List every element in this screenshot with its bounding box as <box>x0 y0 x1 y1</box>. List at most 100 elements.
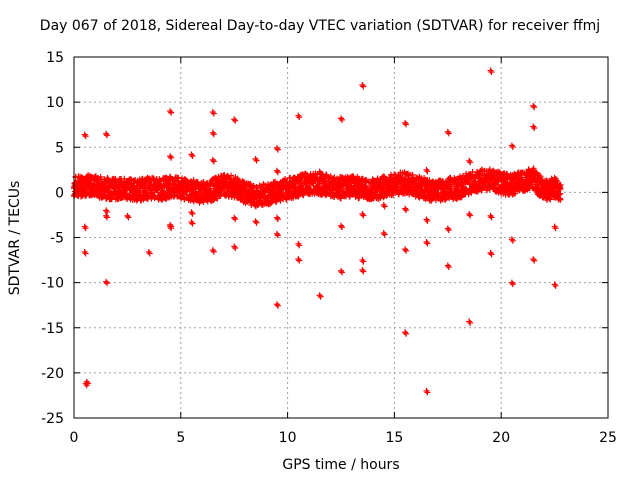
plot-frame <box>73 56 609 419</box>
data-point <box>467 212 474 219</box>
data-point <box>82 133 89 140</box>
y-tick-label: 15 <box>46 50 64 66</box>
band-point <box>556 184 563 191</box>
data-point <box>82 250 89 257</box>
data-point <box>84 380 91 387</box>
x-tick-label: 25 <box>599 430 617 446</box>
data-point <box>339 269 345 276</box>
data-point <box>360 268 367 275</box>
data-point <box>552 282 559 289</box>
data-point <box>168 109 175 116</box>
data-point <box>210 131 217 138</box>
band-point <box>335 184 342 191</box>
data-point <box>253 157 260 164</box>
data-point <box>232 216 239 223</box>
data-point <box>552 225 559 232</box>
data-point <box>125 214 132 221</box>
data-point <box>424 217 431 224</box>
data-point <box>424 389 431 396</box>
y-tick-label: -10 <box>41 276 64 292</box>
data-point <box>445 263 452 270</box>
data-point <box>189 210 196 217</box>
data-point <box>488 214 495 221</box>
data-point <box>296 257 303 264</box>
y-axis-label: SDTVAR / TECUs <box>7 180 23 296</box>
band-point <box>435 190 442 197</box>
data-point <box>210 158 217 165</box>
x-tick-label: 5 <box>176 430 185 446</box>
data-point <box>531 257 538 264</box>
band-point <box>556 191 563 198</box>
band-point <box>337 195 344 202</box>
data-point <box>360 83 367 90</box>
y-tick-label: -20 <box>41 366 64 382</box>
data-point <box>189 152 196 159</box>
data-point <box>509 281 516 288</box>
data-point <box>317 293 324 300</box>
band-point <box>557 186 564 193</box>
data-point <box>467 159 474 166</box>
data-point <box>104 280 111 287</box>
data-point <box>403 121 410 128</box>
y-tick-label: 0 <box>55 185 64 201</box>
data-point <box>104 208 111 215</box>
data-point <box>82 225 89 232</box>
data-point <box>189 220 196 227</box>
data-point <box>531 104 538 111</box>
data-point <box>274 146 281 153</box>
band-point <box>331 174 338 181</box>
data-point <box>274 216 281 223</box>
data-point <box>146 250 153 257</box>
data-point <box>424 240 431 247</box>
band-point <box>210 197 217 204</box>
data-point <box>274 302 281 309</box>
data-point <box>488 69 495 76</box>
data-point <box>445 130 452 137</box>
band-point <box>557 196 564 203</box>
data-point <box>168 225 175 232</box>
data-point <box>509 143 516 150</box>
band-point <box>513 174 520 181</box>
data-point <box>253 219 260 226</box>
data-point <box>339 116 345 123</box>
band-point <box>175 177 182 184</box>
data-point <box>467 319 474 326</box>
axis-ticks: 0 5 10 15 20 25 -25 -20 -15 -10 -5 0 5 10 15 <box>41 50 617 446</box>
y-tick-label: 5 <box>55 140 64 156</box>
x-tick-label: 15 <box>385 430 403 446</box>
y-tick-label: -15 <box>41 321 64 337</box>
data-point <box>104 132 111 139</box>
data-point <box>509 237 516 244</box>
data-point <box>424 168 431 175</box>
band-point <box>228 172 235 179</box>
data-point <box>296 114 303 121</box>
y-tick-label: 10 <box>46 95 64 111</box>
data-point <box>488 251 495 258</box>
data-point <box>381 203 388 210</box>
y-tick-label: -5 <box>50 231 64 247</box>
data-points <box>70 67 564 396</box>
band-point <box>253 183 260 190</box>
data-point <box>296 175 303 182</box>
data-point <box>274 169 281 176</box>
data-point <box>403 207 410 214</box>
data-point <box>531 124 538 131</box>
band-point <box>249 185 256 192</box>
data-point <box>104 214 111 221</box>
data-point <box>232 245 239 252</box>
data-point <box>210 110 217 117</box>
x-tick-label: 20 <box>492 430 510 446</box>
data-point <box>339 224 345 231</box>
chart-title: Day 067 of 2018, Sidereal Day-to-day VTE… <box>39 18 601 34</box>
data-point <box>360 212 367 219</box>
data-point <box>168 154 175 161</box>
data-point <box>381 231 388 238</box>
x-tick-label: 0 <box>70 430 79 446</box>
data-point <box>403 330 410 337</box>
data-point <box>232 117 239 124</box>
band-point <box>486 166 493 173</box>
data-point <box>403 247 410 254</box>
x-tick-label: 10 <box>279 430 297 446</box>
data-point <box>445 226 452 233</box>
